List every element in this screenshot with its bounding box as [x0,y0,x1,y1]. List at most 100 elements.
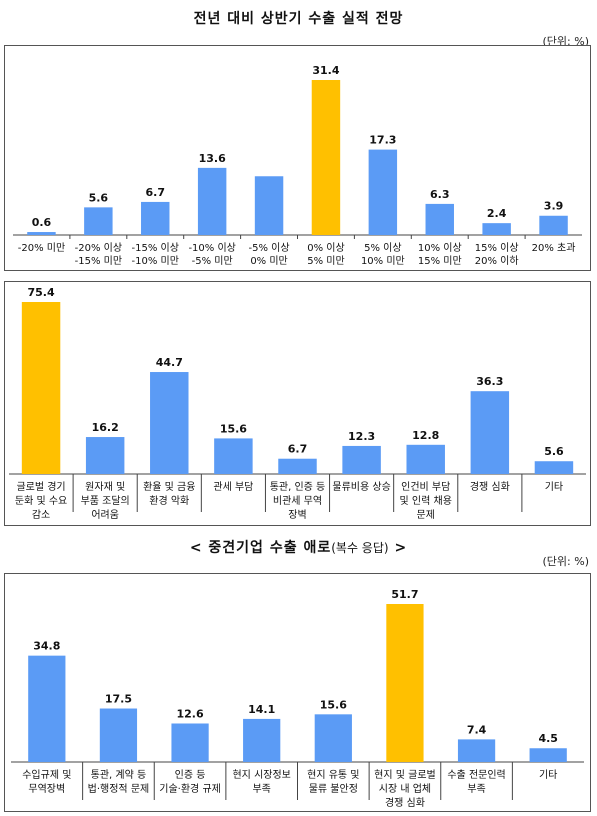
chart-3-category-label: 기술·환경 규제 [159,782,221,795]
chart-2-category-label: 물류비용 상승 [332,481,390,493]
chart-1-category-label: -5% 이상 [249,242,290,254]
chart-1-data-label: 5.6 [89,191,109,204]
chart-2-panel: 75.4 글로벌 경기 둔화 및 수요 감소 16.2 원자재 및 부품 조달의 어려움 44.… [4,281,591,526]
chart-3-bar [243,718,281,762]
chart-2-bar [278,458,317,474]
chart-3-category-label: 경쟁 심화 [385,796,425,809]
chart-1-category-label: 0% 이상 [307,242,344,254]
chart-3-title-main: 중견기업 수출 애로 [208,540,332,556]
chart-3-category-label: 부족 [252,783,270,795]
chart-2-bar [150,372,189,474]
chart-2-category-label: 감소 [32,509,50,521]
chart-1-bar [141,201,170,235]
chart-2-category-label: 환경 악화 [149,494,189,507]
chart-2-category-label: 환율 및 금융 [143,481,195,493]
chart-3-data-label: 15.6 [320,698,347,711]
chart-1-category-label: -15% 미만 [75,255,122,267]
chart-3-category-label: 현지 및 글로벌 [374,769,436,781]
chart-2-category-label: 기타 [545,481,563,493]
chart-3-data-label: 12.6 [176,707,203,720]
chart-1-category-label: -5% 미만 [192,255,233,267]
chart-3-bar [99,708,138,762]
chart-2-category-label: 관세 부담 [213,481,253,493]
chart-3-category-label: 수입규제 및 [22,768,71,781]
chart-1-data-label: 31.4 [312,64,339,77]
chart-2-bar [85,437,125,474]
chart-1-category-label: 15% 이상 [475,242,519,254]
chart-1-category-label: 20% 이하 [475,254,519,267]
chart-1-bar [254,176,284,235]
chart-2-category-label: 어려움 [91,509,119,521]
chart-2-data-label: 5.6 [544,445,564,458]
chart-2-data-label: 6.7 [288,443,308,456]
chart-1-bar [368,149,398,235]
chart-1-bar [311,80,341,235]
chart-2-category-label: 글로벌 경기 [16,480,65,493]
chart-1-category-label: 15% 미만 [418,255,462,267]
chart-3-category-label: 인증 등 [175,769,206,781]
chart-1-bar [482,223,511,235]
chart-1-category-label: 10% 미만 [361,255,405,267]
chart-2-category-label: 통관, 인증 등 [270,481,326,493]
chart-2-data-label: 12.8 [412,429,439,442]
chart-1-data-label: 17.3 [369,134,396,147]
chart-3-data-label: 17.5 [105,693,132,706]
chart-1-category-label: 0% 미만 [250,255,287,267]
chart-1-category-label: -15% 이상 [132,242,179,254]
chart-2-category-label: 경쟁 심화 [470,480,510,493]
chart-3-bar [529,748,567,762]
chart-3-data-label: 14.1 [248,703,275,716]
chart-2-data-label: 12.3 [348,430,375,443]
chart-1-data-label: 6.7 [146,186,166,199]
chart-3-category-label: 기타 [539,769,557,781]
chart-1-category-label: 10% 이상 [418,242,462,254]
chart-1-data-label: 0.6 [32,216,52,229]
chart-1-panel: 0.6 -20% 미만 5.6 -20% 이상 -15% 미만 6.7 -15% 이상 -10… [4,45,591,271]
chart-2-category-label: 부품 조달의 [81,495,130,507]
chart-3-data-label: 34.8 [33,640,60,653]
chart-1-category-label: -10% 미만 [132,255,179,267]
chart-2-category-label: 인건비 부담 [401,481,450,493]
chart-3-category-label: 현지 유통 및 [307,769,359,781]
chart-3-category-label: 현지 시장정보 [232,769,290,781]
chart-1-bar [84,207,113,235]
chart-1-svg: 0.6-20% 미만5.6-20% 이상-15% 미만6.7-15% 이상-10… [13,64,582,267]
chart-1-unit-label: (단위: %) [542,35,589,48]
chart-3-category-label: 무역장벽 [28,783,65,795]
chart-2-category-label: 비관세 무역 [273,495,322,507]
chart-3-category-label: 수출 전문인력 [447,769,505,781]
chart-1-category-label: 5% 이상 [364,242,401,254]
chart-2-category-label: 장벽 [288,509,306,521]
chart-2-category-label: 둔화 및 수요 [15,495,67,507]
chart-3-bar [314,714,352,762]
chart-2-bar [534,461,574,474]
chart-2-bar [342,445,381,474]
chart-3-category-label: 법·행정적 문제 [88,783,150,795]
chart-3-unit-label: (단위: %) [542,555,589,568]
chart-3-bar [171,723,209,762]
chart-1-category-label: -20% 이상 [75,242,122,254]
chart-2-data-label: 36.3 [476,375,503,388]
chart-3-title-paren: (복수 응답) [331,541,389,555]
chart-1-category-label: -20% 미만 [18,242,65,254]
chart-2-category-label: 문제 [417,509,435,521]
chart-3-title-left-bracket: < [189,540,203,556]
chart-3-data-label: 51.7 [391,588,418,601]
chart-1-bar [197,167,227,235]
chart-2-category-label: 원자재 및 [85,481,125,493]
chart-3-bar [386,604,424,762]
chart-2-bar [406,444,445,474]
chart-1-bar [539,215,568,235]
chart-2-data-label: 16.2 [92,421,119,434]
chart-1-bar [425,203,454,235]
chart-3-bar [28,655,66,762]
chart-2-bar [214,438,253,474]
chart-3-title-right-bracket: > [394,540,408,556]
chart-1-data-label: 6.3 [430,188,450,201]
chart-3-category-label: 물류 불안정 [309,783,358,795]
chart-2-bar [21,302,61,474]
chart-1-category-label: -10% 이상 [188,242,235,254]
chart-1-data-label: 2.4 [487,207,507,220]
